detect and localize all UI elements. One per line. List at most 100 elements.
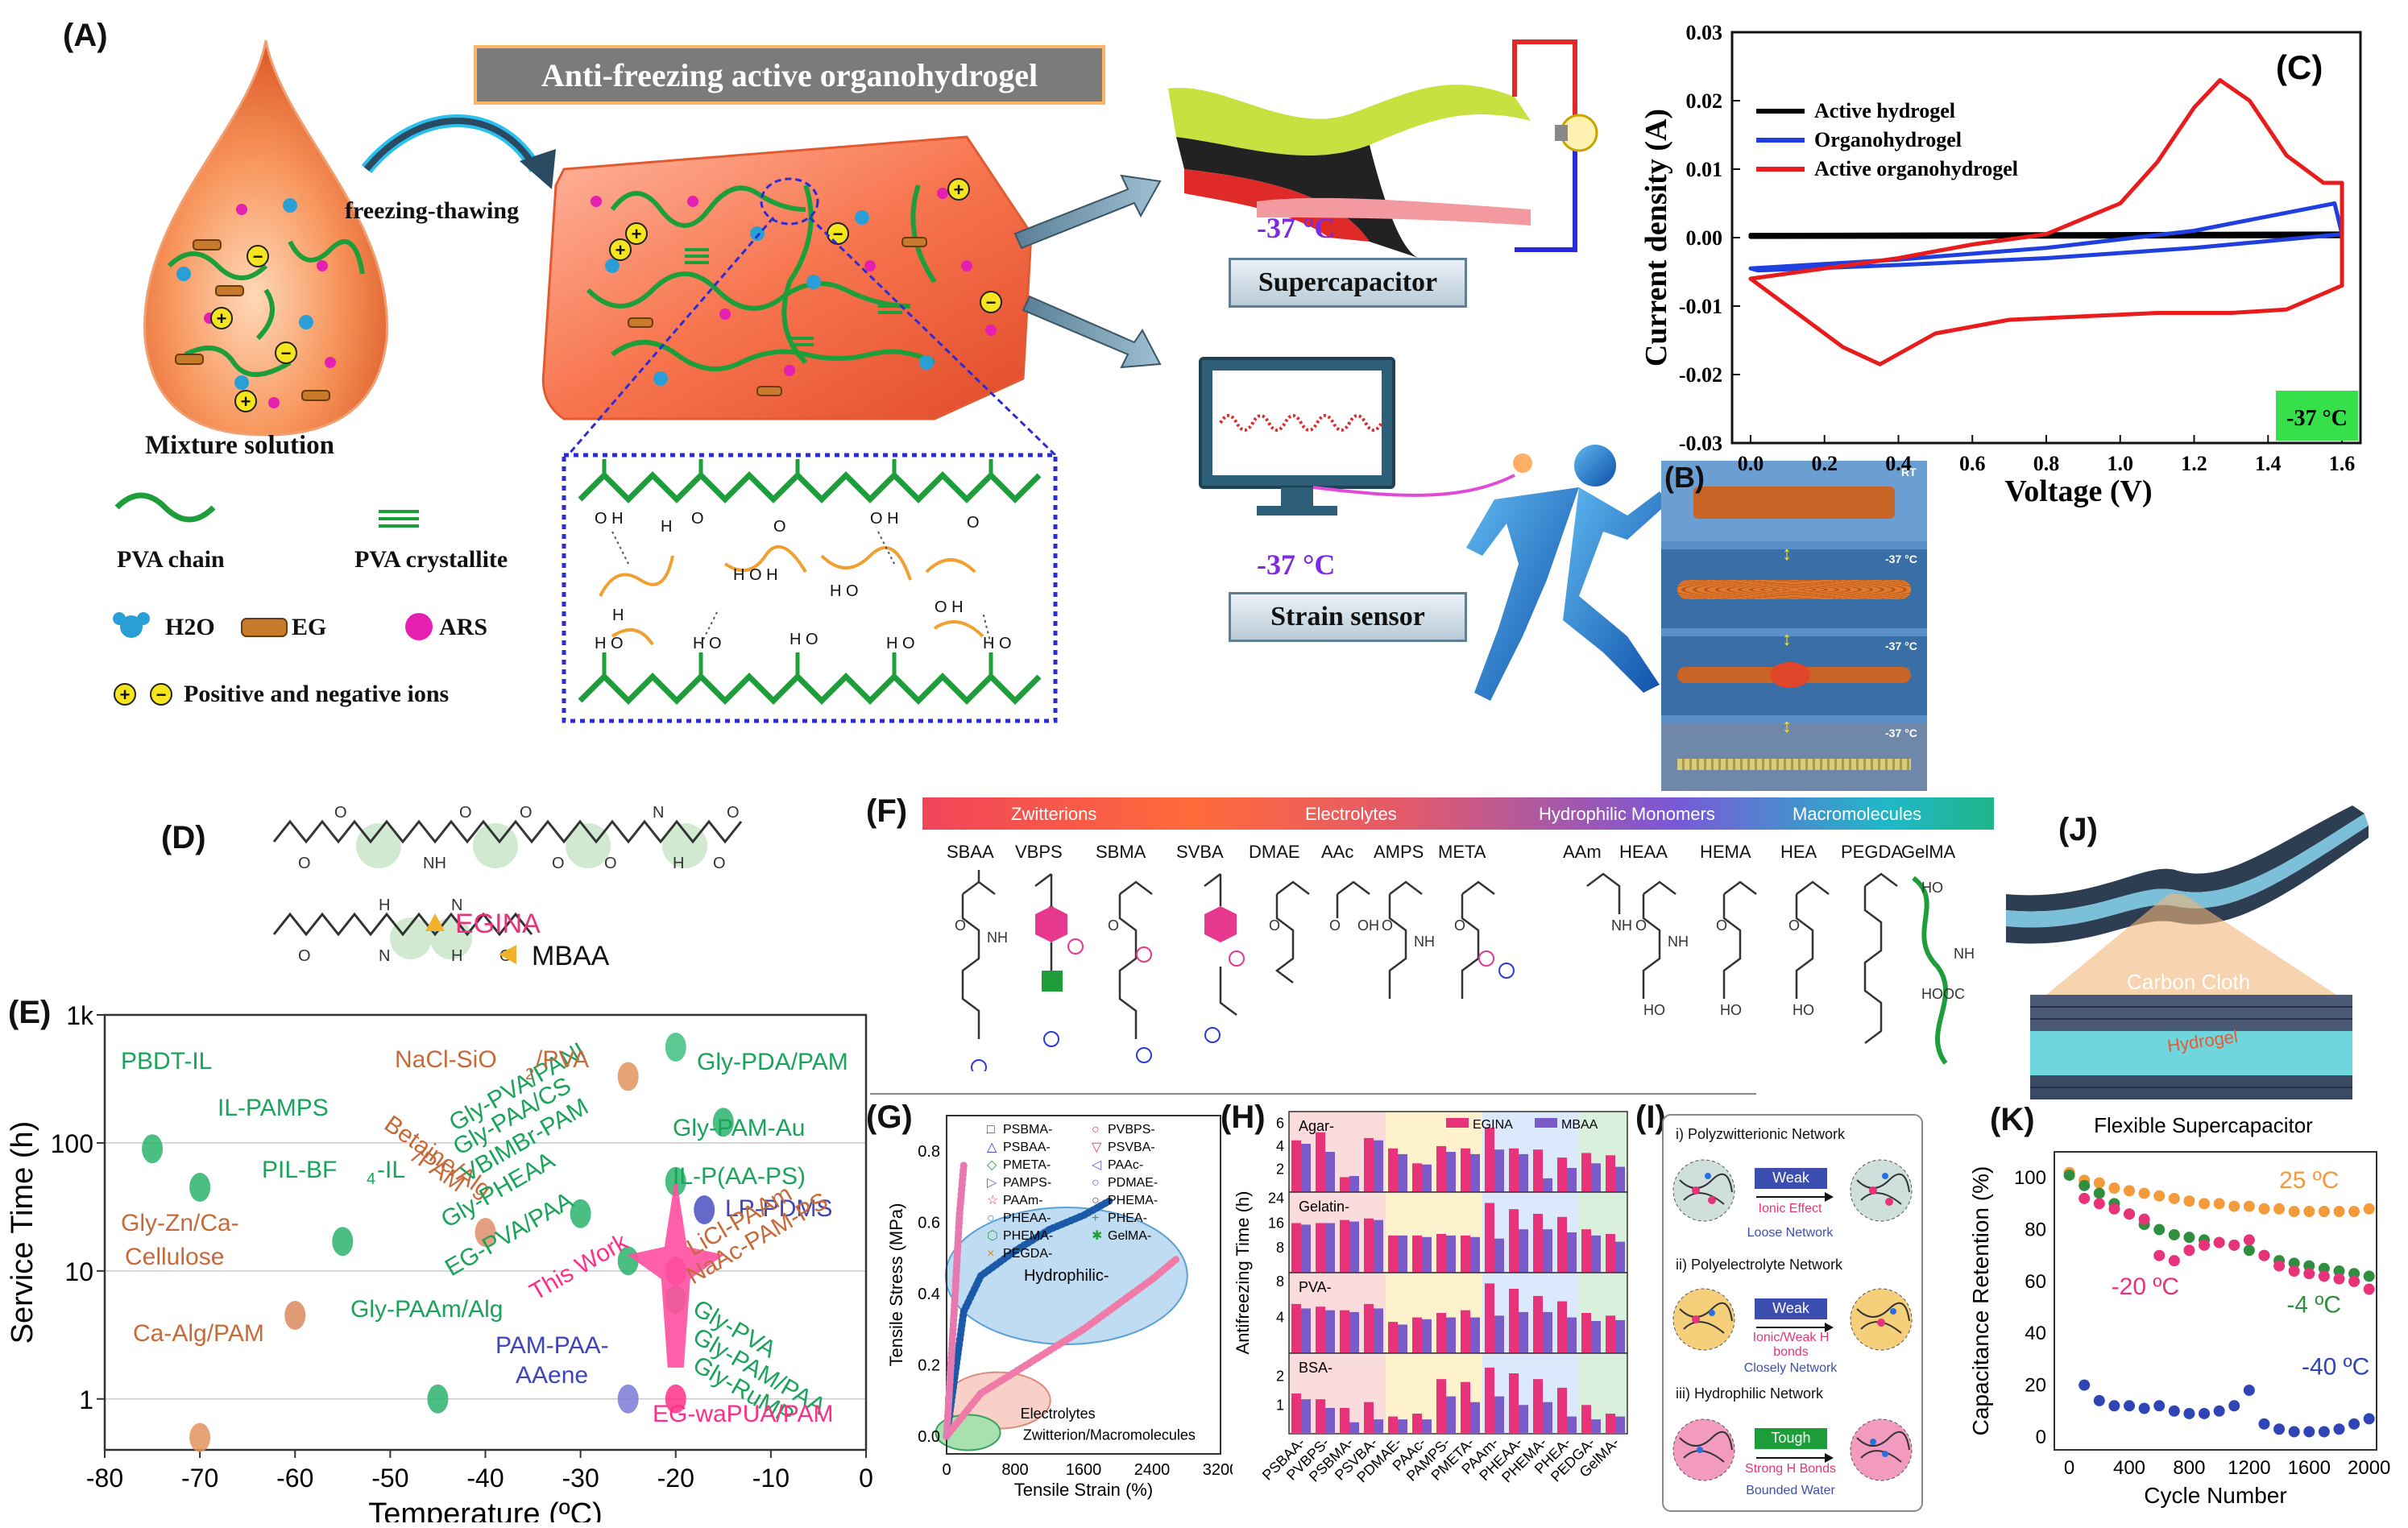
point-0 <box>2168 1192 2180 1204</box>
bar-mbaa <box>1446 1152 1456 1192</box>
bar-mbaa <box>1349 1422 1359 1434</box>
runner-figure <box>1466 445 1668 701</box>
group-name: Gelatin- <box>1299 1199 1349 1215</box>
y-axis-label: Current density (A) <box>1643 109 1673 366</box>
series-label: 25 ºC <box>2279 1167 2339 1194</box>
point-3 <box>2213 1405 2225 1417</box>
plot-frame <box>2054 1151 2377 1451</box>
svg-text:HO: HO <box>1643 1002 1665 1018</box>
x-tick-label: 1.2 <box>2181 452 2207 475</box>
svg-text:O H: O H <box>935 598 964 616</box>
panel-f-label: (F) <box>866 793 908 829</box>
panel-i-networks <box>1662 1114 1923 1512</box>
panel-h-label: (H) <box>1221 1099 1266 1135</box>
point-0 <box>2273 1203 2286 1215</box>
x-tick-label: 0.2 <box>1811 452 1838 475</box>
svg-text:−: − <box>281 343 292 363</box>
ions-label: Positive and negative ions <box>184 681 450 707</box>
point-3 <box>2333 1423 2345 1435</box>
y-axis-label: Capacitance Retention (%) <box>1968 1166 1993 1436</box>
legend-marker: ✱ <box>1092 1229 1102 1243</box>
point-1 <box>2168 1228 2180 1240</box>
bar-egina <box>1461 1148 1470 1192</box>
monomer-sbma: SBMA <box>1096 842 1146 862</box>
point-0 <box>2228 1200 2240 1212</box>
eg-label: EG <box>292 614 327 640</box>
label-21: Gly-PAM-Au <box>673 1115 805 1141</box>
legend-entry: PHEMA- <box>1003 1229 1053 1243</box>
y-tick-label: 4 <box>1276 1138 1284 1154</box>
bar-mbaa <box>1398 1235 1407 1273</box>
bar-mbaa <box>1615 1319 1625 1353</box>
bar-egina <box>1606 1414 1615 1434</box>
x-tick-label: 0 <box>942 1461 951 1479</box>
y-tick-label: 2 <box>1276 1369 1284 1385</box>
point-3 <box>2108 1400 2120 1412</box>
x-tick-label: 1.0 <box>2108 452 2134 475</box>
bar-egina <box>1557 1157 1567 1192</box>
net2-effect-2: bonds <box>1773 1345 1809 1359</box>
point-3 <box>2138 1402 2150 1414</box>
point-0 <box>2153 1190 2166 1202</box>
supercapacitor-device <box>1168 85 1531 155</box>
point-gly-paam-alg <box>427 1384 449 1414</box>
bar-mbaa <box>1446 1396 1456 1434</box>
bar-mbaa <box>1543 1402 1552 1434</box>
svg-text:O: O <box>1108 917 1119 934</box>
bar-egina <box>1606 1315 1615 1353</box>
legend-entry: MBAA <box>1561 1118 1598 1132</box>
legend-entry: PHEMA- <box>1108 1194 1158 1207</box>
point-1 <box>2093 1187 2105 1199</box>
x-axis-label: Temperature (ºC) <box>368 1497 603 1522</box>
bar-egina <box>1461 1381 1470 1434</box>
egina-label: EGINA <box>455 909 541 939</box>
tensile-series-1 <box>943 1254 1182 1440</box>
bar-mbaa <box>1519 1405 1528 1434</box>
bar-mbaa <box>1543 1311 1552 1353</box>
svg-text:H: H <box>661 518 672 536</box>
bar-mbaa <box>1398 1324 1407 1353</box>
x-tick-label: 0 <box>859 1464 873 1493</box>
panel-d-label: (D) <box>161 820 206 855</box>
legend-marker: ◁ <box>1092 1158 1102 1172</box>
bar-egina <box>1557 1301 1567 1353</box>
svg-text:N: N <box>379 947 390 965</box>
legend-entry: PAAc- <box>1108 1158 1143 1172</box>
point-0 <box>2124 1185 2136 1197</box>
svg-text:NH: NH <box>423 855 446 872</box>
svg-text:O: O <box>298 947 311 965</box>
point-0 <box>2199 1198 2211 1210</box>
svg-text:HOOC: HOOC <box>1921 986 1965 1002</box>
point-3 <box>2183 1407 2195 1419</box>
label-2: PIL-BF <box>262 1157 337 1183</box>
x-tick-label: 0.6 <box>1959 452 1986 475</box>
point-0 <box>2303 1206 2315 1217</box>
monomer-amps: AMPS <box>1374 842 1424 862</box>
photo-tag-3: -37 °C <box>1885 640 1917 652</box>
label-8: Gly-PAAm/Alg <box>350 1296 503 1323</box>
legend-entry: Organohydrogel <box>1814 128 1962 151</box>
bar-egina <box>1364 1402 1374 1434</box>
monomer-svba: SVBA <box>1176 842 1224 862</box>
legend-entry: PEGDA- <box>1003 1247 1052 1261</box>
bar-egina <box>1412 1163 1422 1192</box>
legend-marker: + <box>1092 1211 1099 1225</box>
label-1: IL-PAMPS <box>218 1095 329 1121</box>
bar-egina <box>1436 1145 1446 1192</box>
y-tick-label: 0.02 <box>1686 89 1723 113</box>
net1-title: i) Polyzwitterionic Network <box>1676 1126 1846 1142</box>
legend-entry: PSBAA- <box>1003 1141 1051 1154</box>
legend-entry: Active hydrogel <box>1814 99 1955 122</box>
svg-text:H: H <box>379 897 390 914</box>
point-2 <box>2228 1239 2240 1251</box>
y-tick-label: 16 <box>1268 1215 1284 1231</box>
net3-effect: Strong H Bonds <box>1745 1462 1836 1476</box>
cat-zwitterions: Zwitterions <box>1011 804 1097 824</box>
pva-crystallite-label: PVA crystallite <box>354 546 508 573</box>
legend-marker: ⬡ <box>987 1229 998 1243</box>
y-tick-label: 100 <box>2014 1167 2046 1189</box>
net1-badge: Weak <box>1772 1170 1809 1186</box>
y-tick-label: 4 <box>1276 1310 1284 1326</box>
bar-mbaa <box>1301 1224 1311 1273</box>
